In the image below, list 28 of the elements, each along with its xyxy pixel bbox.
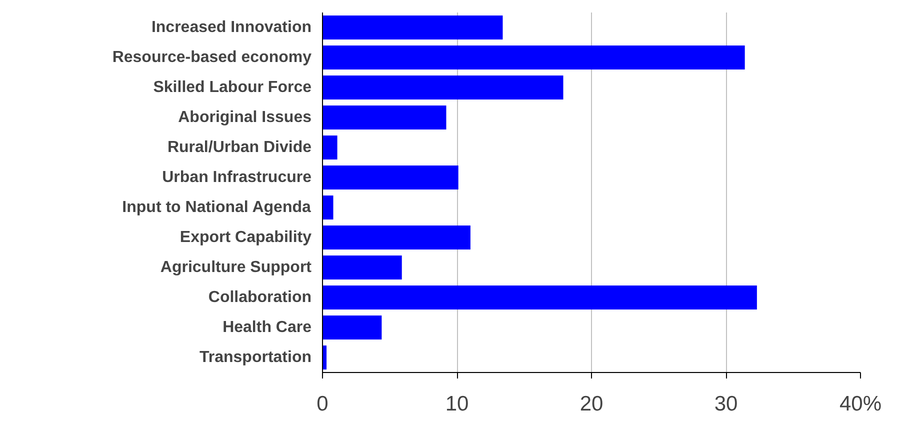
y-tick-label: Transportation	[199, 349, 312, 366]
bar	[322, 226, 470, 250]
bar	[322, 46, 745, 70]
bar	[322, 316, 382, 340]
bar	[322, 136, 338, 160]
y-tick-label: Skilled Labour Force	[153, 79, 312, 96]
y-tick-label: Rural/Urban Divide	[167, 139, 312, 156]
y-tick-label: Health Care	[222, 319, 312, 336]
bar	[322, 196, 334, 220]
y-tick-label: Input to National Agenda	[122, 199, 312, 216]
bar	[322, 256, 402, 280]
x-tick-label: 20	[580, 392, 604, 416]
y-tick-label: Collaboration	[208, 289, 312, 306]
y-tick-label: Urban Infrastrucure	[162, 169, 312, 186]
bar	[322, 76, 564, 100]
y-tick-label: Resource-based economy	[112, 49, 312, 66]
x-tick-label: 30	[714, 392, 738, 416]
bar	[322, 16, 503, 40]
bar	[322, 286, 757, 310]
x-tick-label: 40%	[839, 392, 882, 416]
y-tick-label: Export Capability	[180, 229, 312, 246]
bar	[322, 166, 458, 190]
y-tick-label: Agriculture Support	[160, 259, 312, 276]
x-tick-label: 0	[316, 392, 328, 416]
bar	[322, 106, 446, 130]
x-tick-label: 10	[445, 392, 469, 416]
y-tick-label: Increased Innovation	[151, 19, 312, 36]
y-tick-label: Aboriginal Issues	[178, 109, 312, 126]
